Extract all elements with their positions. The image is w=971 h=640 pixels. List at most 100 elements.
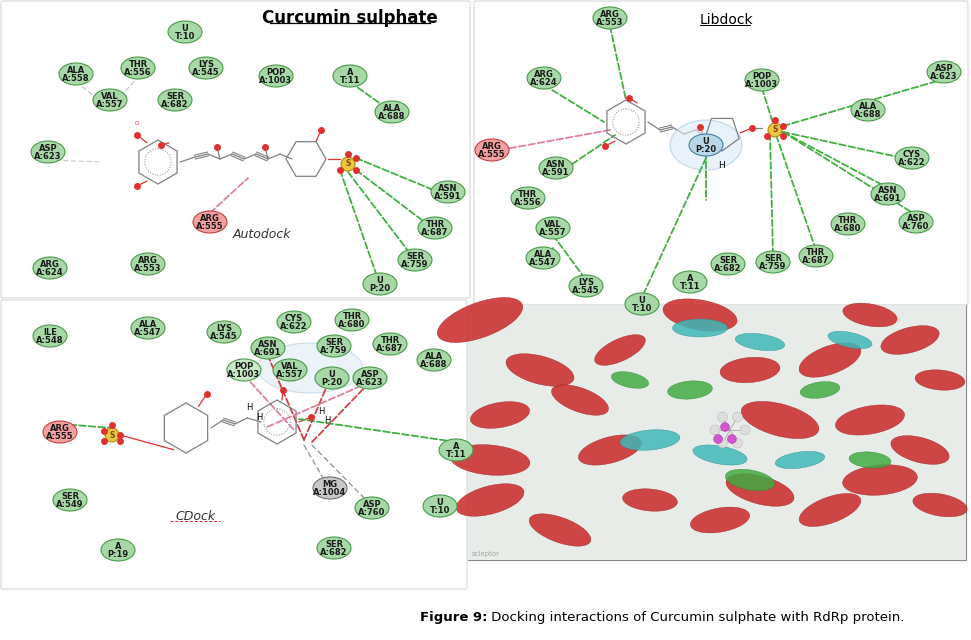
Text: A:624: A:624	[36, 268, 64, 277]
Ellipse shape	[799, 493, 861, 527]
Text: H: H	[718, 161, 724, 170]
Ellipse shape	[670, 120, 742, 170]
Ellipse shape	[131, 253, 165, 275]
Text: A:555: A:555	[478, 150, 506, 159]
Ellipse shape	[569, 275, 603, 297]
Text: U: U	[437, 498, 444, 507]
Ellipse shape	[227, 359, 261, 381]
Text: A:624: A:624	[530, 78, 557, 87]
Ellipse shape	[511, 187, 545, 209]
Text: THR: THR	[343, 312, 361, 321]
Text: ASP: ASP	[907, 214, 925, 223]
Ellipse shape	[693, 445, 747, 465]
Text: THR: THR	[381, 336, 400, 345]
Text: SER: SER	[325, 540, 343, 549]
Text: SER: SER	[61, 492, 79, 501]
Text: ASP: ASP	[935, 64, 954, 73]
Ellipse shape	[843, 303, 897, 327]
Ellipse shape	[417, 349, 451, 371]
Ellipse shape	[690, 507, 750, 533]
Text: A:623: A:623	[34, 152, 62, 161]
Ellipse shape	[725, 469, 775, 491]
Ellipse shape	[259, 65, 293, 87]
Ellipse shape	[536, 217, 570, 239]
Text: THR: THR	[806, 248, 825, 257]
Text: POP: POP	[266, 68, 285, 77]
Ellipse shape	[439, 439, 473, 461]
Text: A:680: A:680	[338, 320, 366, 329]
Text: ARG: ARG	[482, 142, 502, 151]
Ellipse shape	[353, 367, 387, 389]
Text: H: H	[323, 416, 330, 425]
Text: A:545: A:545	[192, 68, 219, 77]
Text: ARG: ARG	[138, 256, 158, 265]
Ellipse shape	[475, 139, 509, 161]
Text: A:591: A:591	[542, 168, 570, 177]
Text: A:687: A:687	[421, 228, 449, 237]
Text: CYS: CYS	[903, 150, 921, 159]
Ellipse shape	[835, 405, 905, 435]
Text: A:622: A:622	[281, 322, 308, 331]
Ellipse shape	[714, 435, 722, 444]
Text: U: U	[328, 370, 335, 379]
Ellipse shape	[189, 57, 223, 79]
Text: A:547: A:547	[134, 328, 162, 337]
Ellipse shape	[193, 211, 227, 233]
Text: A:545: A:545	[210, 332, 238, 341]
Text: ASN: ASN	[258, 340, 278, 349]
Ellipse shape	[313, 477, 347, 499]
Ellipse shape	[895, 147, 929, 169]
Ellipse shape	[168, 21, 202, 43]
Ellipse shape	[732, 412, 743, 422]
Ellipse shape	[732, 438, 743, 448]
Ellipse shape	[31, 141, 65, 163]
Ellipse shape	[871, 183, 905, 205]
Text: A:555: A:555	[47, 432, 74, 441]
Ellipse shape	[768, 123, 782, 137]
Text: ASN: ASN	[878, 186, 898, 195]
Text: T:10: T:10	[175, 32, 195, 41]
Text: A:547: A:547	[529, 258, 556, 267]
Ellipse shape	[207, 321, 241, 343]
Ellipse shape	[799, 343, 861, 377]
Ellipse shape	[720, 357, 780, 383]
Ellipse shape	[843, 465, 918, 495]
Text: A:1003: A:1003	[259, 76, 292, 85]
Text: Libdock: Libdock	[700, 13, 753, 27]
Text: A:760: A:760	[358, 508, 385, 517]
FancyBboxPatch shape	[468, 305, 966, 560]
Text: A:691: A:691	[874, 194, 902, 203]
Ellipse shape	[529, 514, 590, 546]
Ellipse shape	[579, 435, 642, 465]
Ellipse shape	[59, 63, 93, 85]
Ellipse shape	[315, 367, 349, 389]
Text: ARG: ARG	[600, 10, 619, 19]
Ellipse shape	[711, 253, 745, 275]
Ellipse shape	[158, 89, 192, 111]
Text: ARG: ARG	[200, 214, 220, 223]
Text: CDock: CDock	[176, 509, 217, 522]
Text: ILE: ILE	[43, 328, 57, 337]
Ellipse shape	[335, 309, 369, 331]
Ellipse shape	[423, 495, 457, 517]
Ellipse shape	[317, 537, 351, 559]
Ellipse shape	[828, 332, 872, 349]
Text: VAL: VAL	[101, 92, 118, 101]
Text: A:759: A:759	[401, 260, 428, 269]
Ellipse shape	[594, 335, 646, 365]
Text: VAL: VAL	[282, 362, 299, 371]
Ellipse shape	[257, 343, 362, 393]
Text: THR: THR	[128, 60, 148, 69]
Text: P:20: P:20	[695, 145, 717, 154]
Text: A:680: A:680	[834, 224, 861, 233]
Ellipse shape	[673, 319, 727, 337]
Text: ALA: ALA	[534, 250, 552, 259]
Text: O: O	[135, 121, 139, 126]
Text: LYS: LYS	[578, 278, 594, 287]
Ellipse shape	[506, 354, 574, 387]
Ellipse shape	[756, 251, 790, 273]
Text: ASN: ASN	[438, 184, 457, 193]
Text: A:556: A:556	[515, 198, 542, 207]
Ellipse shape	[735, 333, 785, 351]
Text: A:556: A:556	[124, 68, 151, 77]
